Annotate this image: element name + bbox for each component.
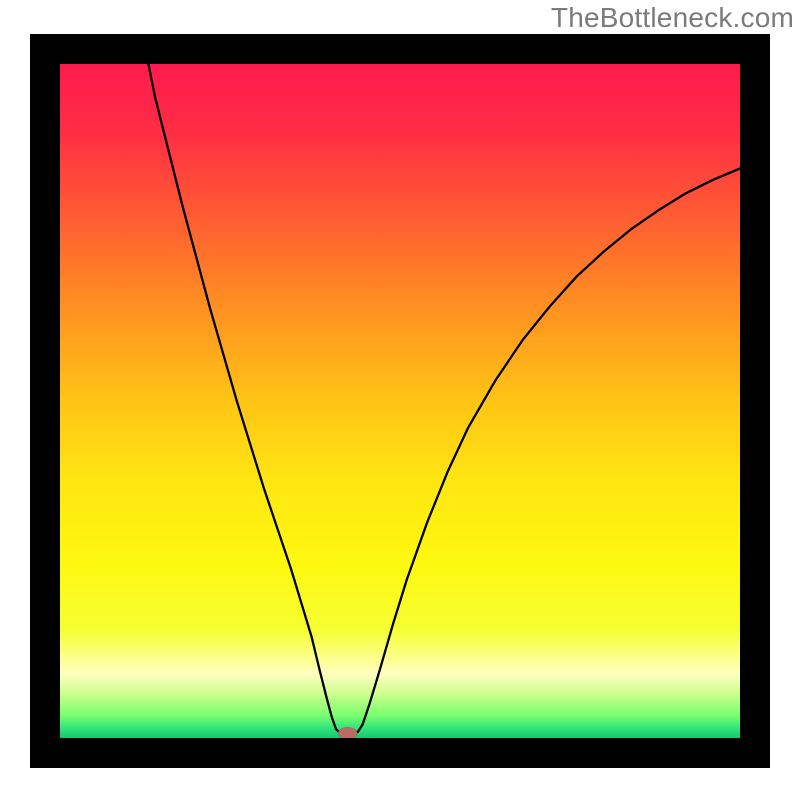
optimum-marker: [338, 727, 357, 739]
bottleneck-chart: [0, 0, 800, 800]
figure-root: TheBottleneck.com: [0, 0, 800, 800]
gradient-background: [60, 64, 740, 738]
